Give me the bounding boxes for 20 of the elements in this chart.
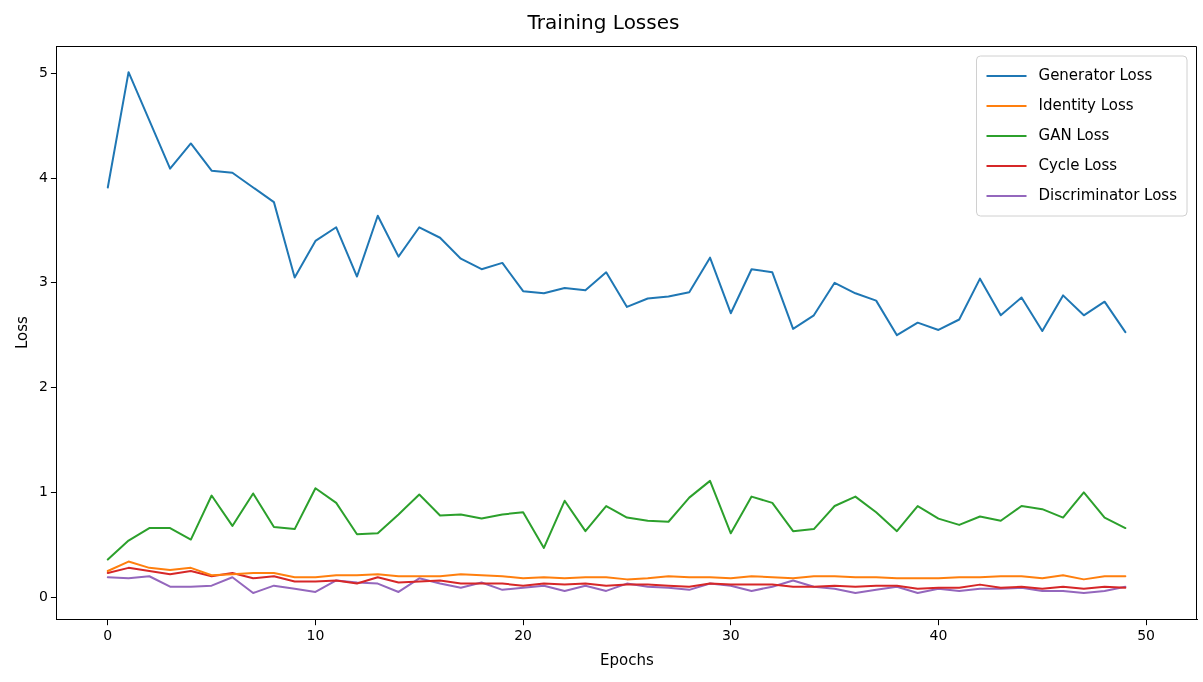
legend-label: Generator Loss [1038,65,1153,84]
x-tick-label: 50 [1137,627,1156,644]
chart-title: Training Losses [526,10,680,35]
legend-label: Discriminator Loss [1038,185,1178,204]
x-tick-label: 40 [929,627,948,644]
x-tick-label: 0 [103,627,113,644]
y-tick-label: 0 [38,587,48,604]
y-tick-label: 4 [38,168,48,185]
x-tick-label: 10 [306,627,325,644]
y-axis-title: Loss [12,315,31,350]
legend-label: GAN Loss [1038,125,1110,144]
legend-label: Cycle Loss [1038,155,1118,174]
y-tick-label: 1 [38,483,48,500]
y-tick-label: 2 [38,378,48,395]
x-tick-label: 20 [514,627,533,644]
x-tick-label: 30 [721,627,740,644]
y-tick-label: 5 [38,63,48,80]
x-axis-title: Epochs [600,650,655,669]
legend-label: Identity Loss [1038,95,1134,114]
y-tick-label: 3 [38,273,48,290]
